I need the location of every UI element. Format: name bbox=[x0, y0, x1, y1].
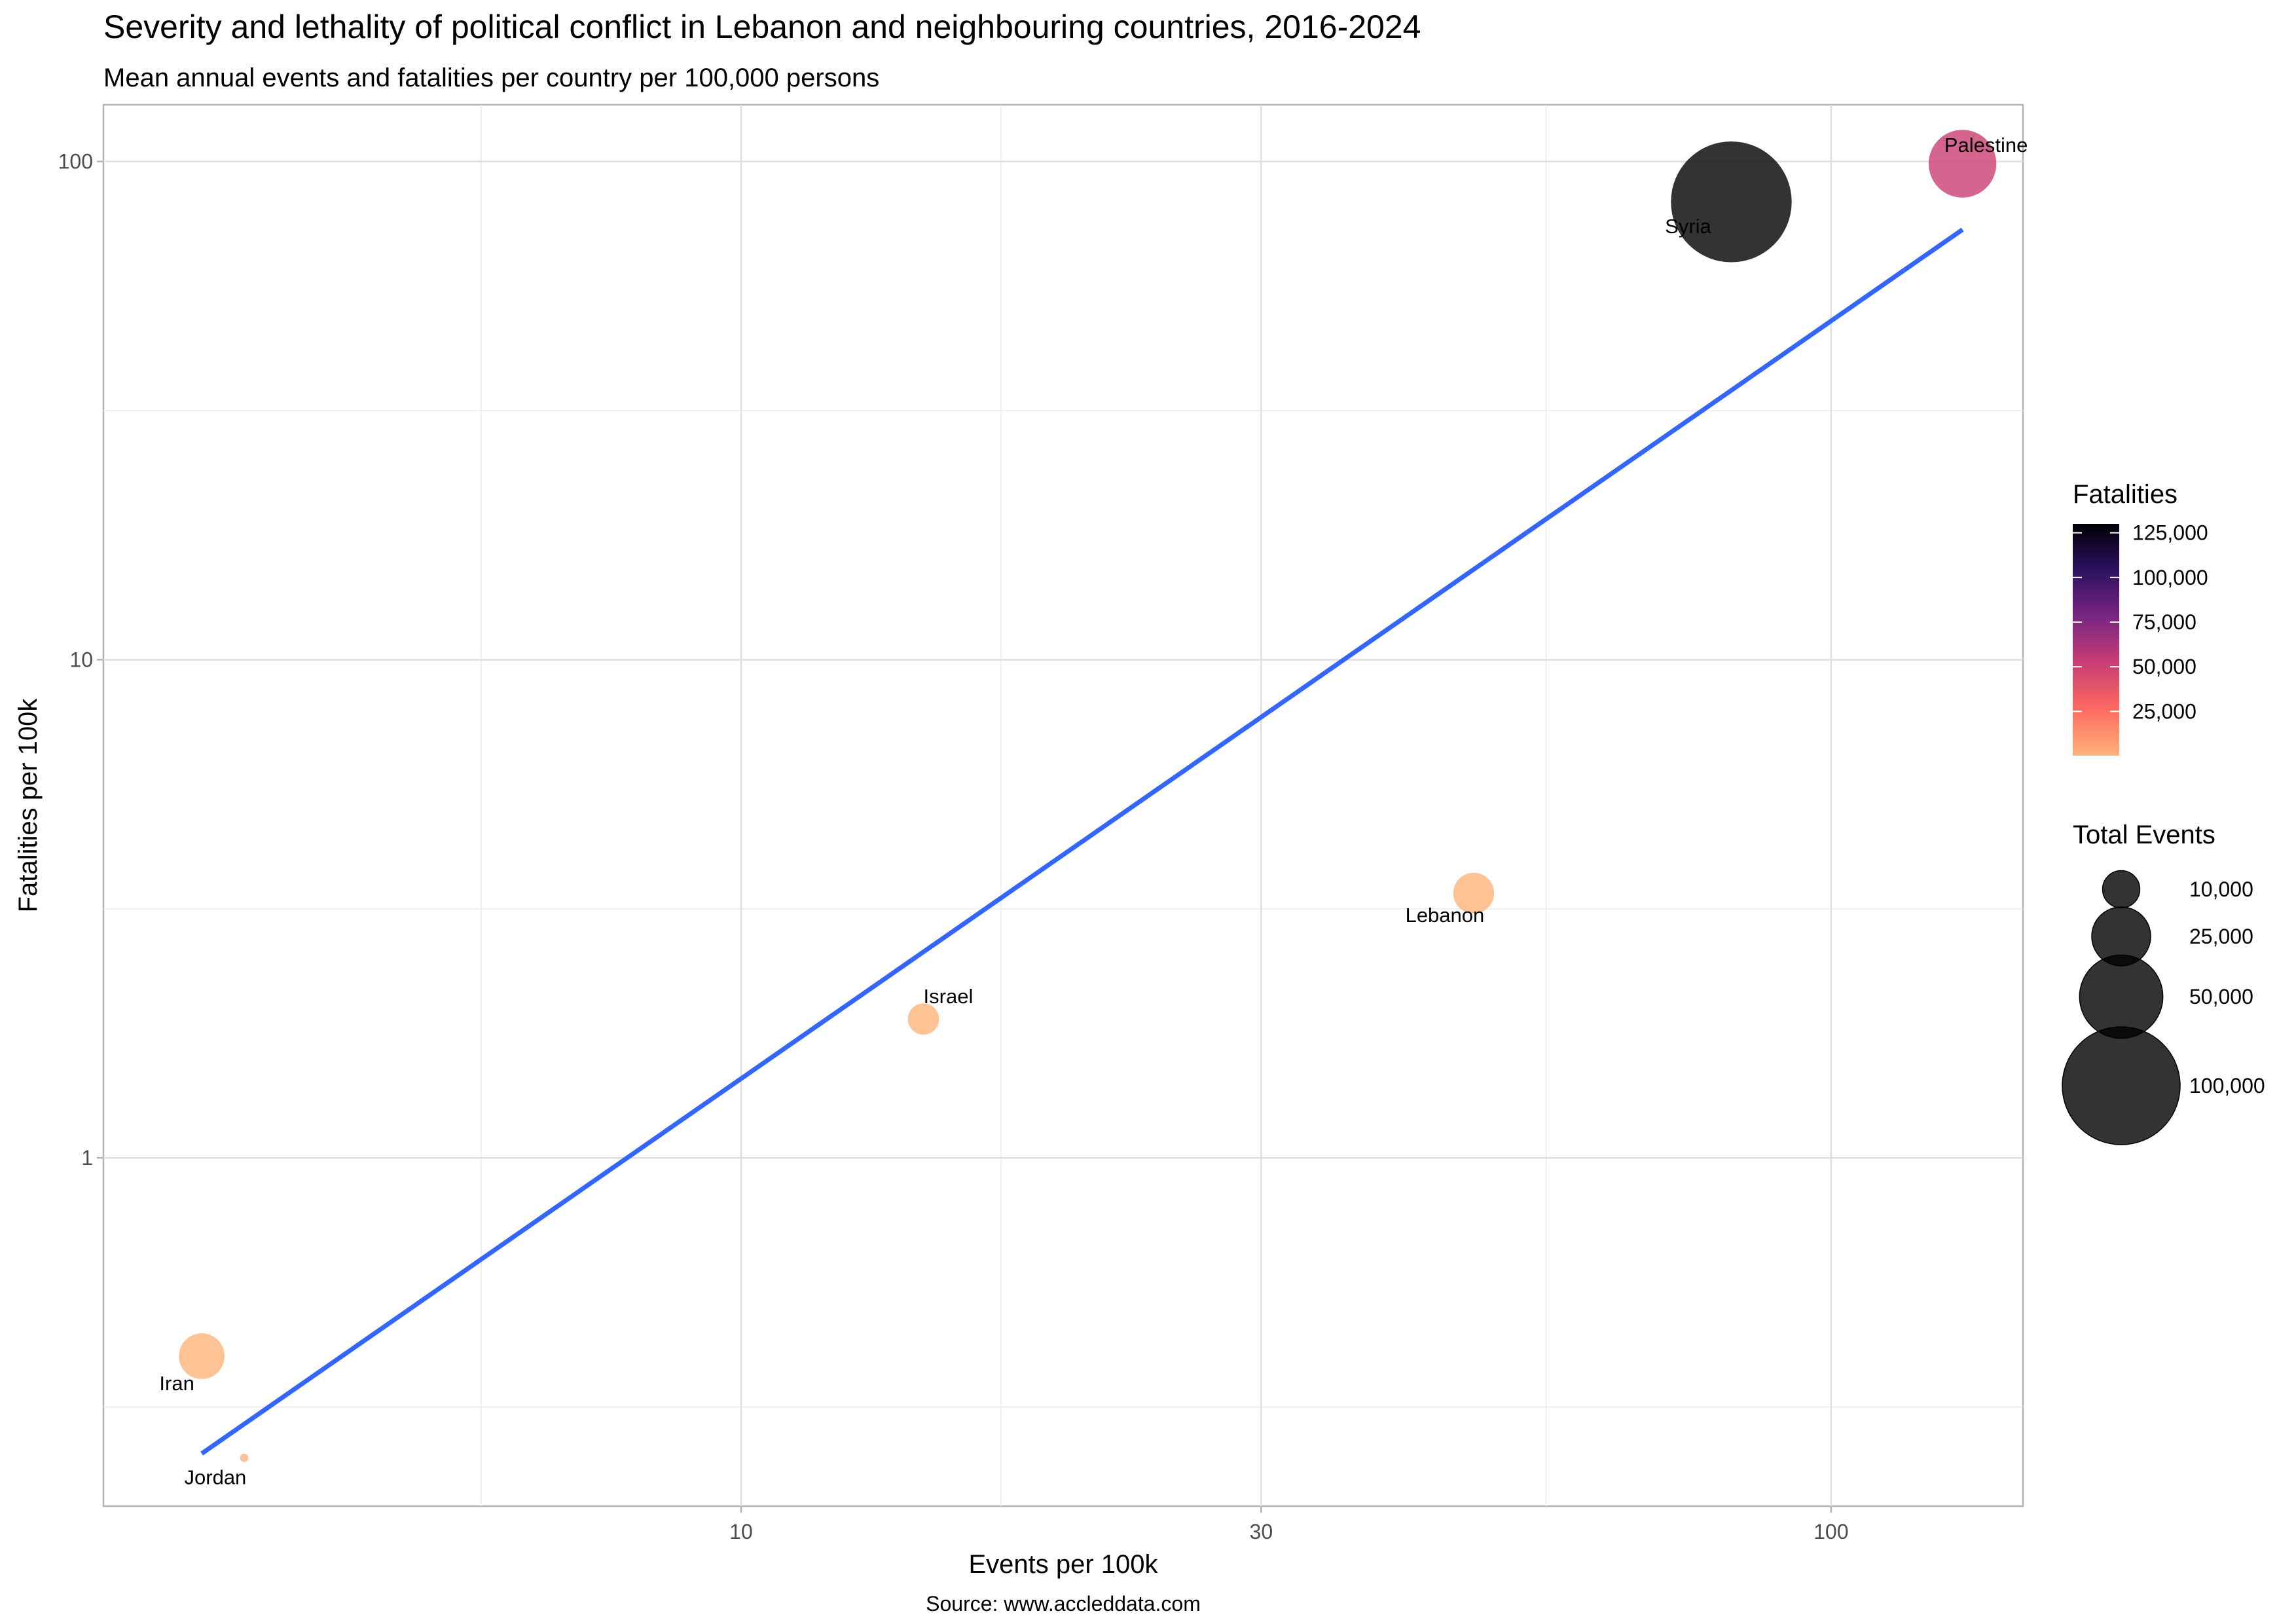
legend-fatalities: Fatalities 25,000 50,000 75,000 100,000 125,… bbox=[2073, 480, 2208, 756]
x-tick-label: 10 bbox=[729, 1520, 753, 1543]
legend-size-label: 10,000 bbox=[2189, 877, 2253, 901]
legend-size-label: 25,000 bbox=[2189, 925, 2253, 948]
x-tick-label: 100 bbox=[1813, 1520, 1848, 1543]
y-tick-label: 10 bbox=[69, 648, 93, 671]
point-label-israel: Israel bbox=[924, 985, 974, 1008]
chart-subtitle: Mean annual events and fatalities per co… bbox=[103, 64, 879, 92]
point-labels-group: Iran Jordan Israel Lebanon Syria Palestine bbox=[159, 134, 2028, 1488]
legend-size-key bbox=[2102, 870, 2141, 909]
x-tick-label: 30 bbox=[1250, 1520, 1273, 1543]
legend-size-key bbox=[2079, 954, 2164, 1039]
point-syria bbox=[1671, 141, 1792, 263]
legend-colorbar bbox=[2073, 524, 2119, 756]
legend: Fatalities 25,000 50,000 75,000 100,000 125,… bbox=[2062, 480, 2265, 1145]
y-tick-label: 1 bbox=[81, 1146, 93, 1170]
point-label-lebanon: Lebanon bbox=[1406, 904, 1485, 927]
x-axis-title: Events per 100k bbox=[968, 1550, 1158, 1579]
point-palestine bbox=[1928, 130, 1997, 198]
caption: Source: www.accleddata.com bbox=[926, 1592, 1201, 1615]
legend-fatalities-label: 100,000 bbox=[2132, 566, 2208, 589]
plot-panel bbox=[102, 103, 2024, 1507]
y-tick-label: 100 bbox=[58, 150, 93, 174]
point-iran bbox=[179, 1333, 225, 1379]
legend-size-label: 50,000 bbox=[2189, 985, 2253, 1008]
y-axis-ticks: 1 10 100 bbox=[58, 150, 103, 1170]
trend-line bbox=[200, 227, 1964, 1456]
point-israel bbox=[907, 1003, 939, 1035]
legend-fatalities-label: 75,000 bbox=[2132, 610, 2196, 634]
legend-fatalities-label: 50,000 bbox=[2132, 655, 2196, 678]
legend-size-key bbox=[2062, 1026, 2181, 1145]
legend-events-title: Total Events bbox=[2073, 821, 2215, 849]
point-label-iran: Iran bbox=[159, 1372, 194, 1395]
legend-size-keys: 10,000 25,000 50,000 100,000 bbox=[2062, 870, 2265, 1145]
point-label-palestine: Palestine bbox=[1944, 134, 2028, 157]
x-axis-ticks: 10 30 100 bbox=[729, 1506, 1849, 1543]
points-group bbox=[179, 130, 1997, 1462]
point-label-jordan: Jordan bbox=[185, 1466, 247, 1488]
chart-title: Severity and lethality of political conf… bbox=[103, 9, 1421, 45]
legend-fatalities-title: Fatalities bbox=[2073, 480, 2178, 509]
y-axis-title: Fatalities per 100k bbox=[14, 698, 43, 913]
legend-fatalities-label: 25,000 bbox=[2132, 699, 2196, 723]
point-label-syria: Syria bbox=[1665, 215, 1711, 238]
legend-fatalities-label: 125,000 bbox=[2132, 521, 2208, 545]
legend-size-label: 100,000 bbox=[2189, 1074, 2265, 1098]
legend-total-events: Total Events 10,000 25,000 50,000 100,000 bbox=[2062, 821, 2265, 1145]
trend-line-group bbox=[200, 227, 1964, 1456]
grid-minor bbox=[103, 105, 2023, 1506]
legend-fatalities-ticks: 25,000 50,000 75,000 100,000 125,000 bbox=[2073, 521, 2208, 723]
point-jordan bbox=[240, 1453, 249, 1462]
point-lebanon bbox=[1453, 872, 1495, 914]
